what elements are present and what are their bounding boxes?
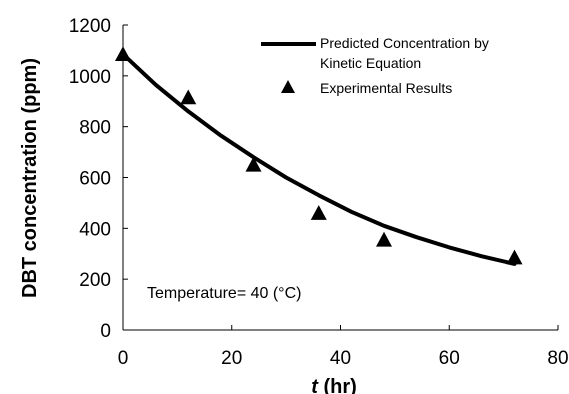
data-point-experimental — [506, 249, 523, 265]
x-axis-title-unit: (hr) — [318, 376, 357, 394]
x-tick-label: 60 — [439, 348, 460, 369]
data-point-experimental — [115, 46, 131, 62]
data-point-experimental — [310, 205, 327, 220]
y-tick-label: 600 — [79, 169, 111, 190]
x-axis-title: t (hr) — [311, 376, 357, 394]
y-axis-title: DBT concentration (ppm) — [19, 58, 41, 298]
annotation-temperature: Temperature= 40 (°C) — [147, 285, 301, 302]
legend-triangle-swatch — [281, 80, 295, 93]
x-tick-label: 80 — [547, 348, 568, 369]
y-tick-label: 1200 — [69, 16, 111, 37]
x-tick-label: 0 — [118, 348, 129, 369]
y-tick-label: 0 — [100, 321, 111, 342]
legend-label-experimental: Experimental Results — [320, 80, 452, 96]
y-tick-label: 800 — [79, 118, 111, 139]
x-tick-label: 20 — [221, 348, 242, 369]
data-point-experimental — [180, 89, 197, 105]
y-tick-label: 1000 — [69, 67, 111, 88]
legend-label-line: Kinetic Equation — [320, 55, 421, 71]
y-tick-label: 200 — [79, 270, 111, 291]
y-tick-label: 400 — [79, 219, 111, 240]
legend-label-predicted: Predicted Concentration by Kinetic Equati… — [320, 35, 489, 71]
x-axis-title-italic: t — [311, 376, 319, 394]
series-line-predicted — [121, 52, 517, 266]
data-point-experimental — [376, 231, 392, 247]
plot-area: 0 200 400 600 800 1000 1200 0 20 40 60 80 — [69, 16, 569, 369]
legend-label-line: Predicted Concentration by — [320, 35, 489, 51]
data-point-experimental — [245, 156, 262, 172]
legend: Predicted Concentration by Kinetic Equati… — [261, 35, 489, 96]
x-tick-label: 40 — [330, 348, 351, 369]
